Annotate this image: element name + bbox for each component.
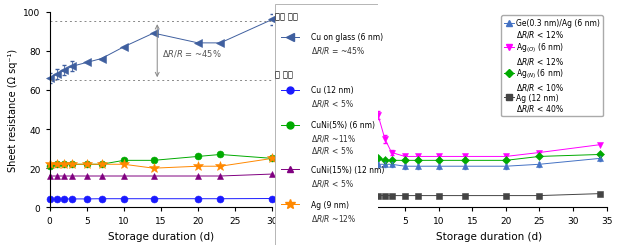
Text: CuNi(5%) (6 nm): CuNi(5%) (6 nm) xyxy=(311,120,375,130)
Text: CuNi(15%) (12 nm): CuNi(15%) (12 nm) xyxy=(311,165,384,174)
Text: $\Delta R/R$ < 5%: $\Delta R/R$ < 5% xyxy=(311,145,354,156)
Text: 기존 기술: 기존 기술 xyxy=(275,12,298,21)
Text: 본 기술: 본 기술 xyxy=(275,70,293,79)
Text: Cu on glass (6 nm): Cu on glass (6 nm) xyxy=(311,33,383,42)
Text: $\Delta R/R$ = ~45%: $\Delta R/R$ = ~45% xyxy=(162,48,222,59)
Legend: Ge(0.3 nm)/Ag (6 nm), $\Delta R/R$ < 12%, Ag$_{(O)}$ (6 nm), $\Delta R/R$ < 12%,: Ge(0.3 nm)/Ag (6 nm), $\Delta R/R$ < 12%… xyxy=(501,16,603,117)
Text: $\Delta R/R$ ~11%: $\Delta R/R$ ~11% xyxy=(311,133,357,144)
Y-axis label: Sheet resistance (Ω sq⁻¹): Sheet resistance (Ω sq⁻¹) xyxy=(329,49,340,171)
X-axis label: Storage duration (d): Storage duration (d) xyxy=(108,231,214,241)
Text: $\Delta R/R$ = ~45%: $\Delta R/R$ = ~45% xyxy=(311,45,366,56)
Y-axis label: Sheet resistance (Ω sq⁻¹): Sheet resistance (Ω sq⁻¹) xyxy=(7,49,18,171)
Text: $\Delta R/R$ < 5%: $\Delta R/R$ < 5% xyxy=(311,98,354,109)
Text: Ag (9 nm): Ag (9 nm) xyxy=(311,200,349,209)
Text: $\Delta R/R$ ~12%: $\Delta R/R$ ~12% xyxy=(311,212,357,223)
Text: $\Delta R/R$ < 5%: $\Delta R/R$ < 5% xyxy=(311,177,354,188)
Text: Cu (12 nm): Cu (12 nm) xyxy=(311,86,354,95)
X-axis label: Storage duration (d): Storage duration (d) xyxy=(436,231,542,241)
